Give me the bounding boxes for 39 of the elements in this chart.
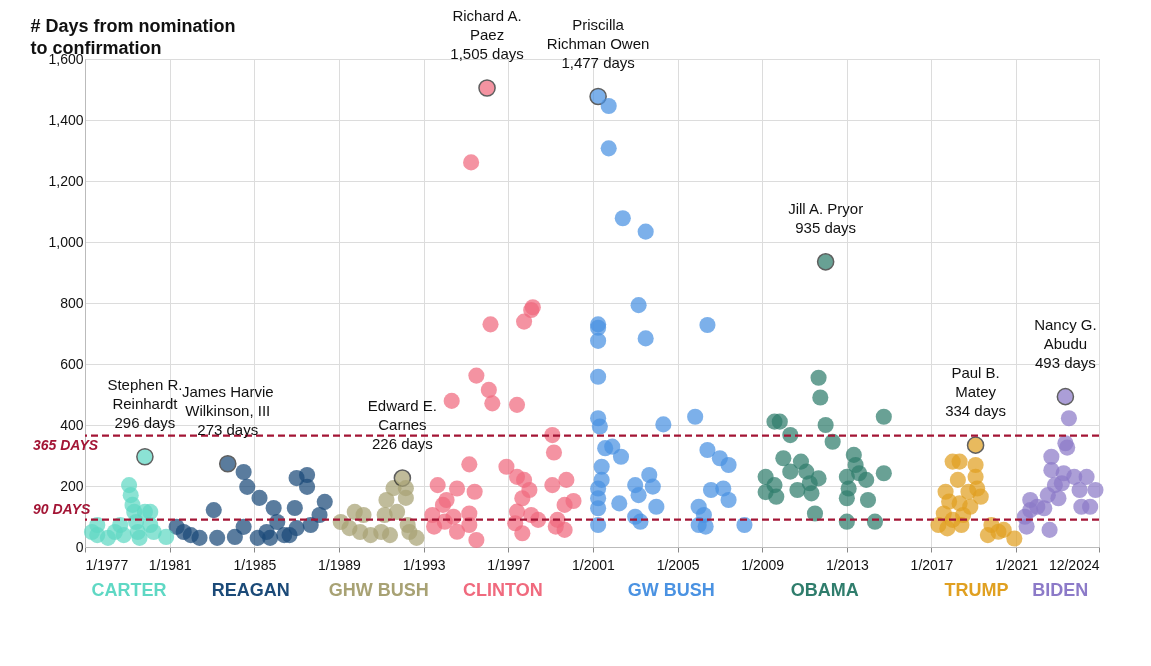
x-tick-label: 1/1989 <box>318 556 362 573</box>
y-tick-label: 0 <box>75 538 84 555</box>
x-tick-label: 12/2024 <box>1048 556 1100 573</box>
x-tick-label: 1/2013 <box>825 556 869 573</box>
ref-line-label: 365 DAYS <box>33 436 99 453</box>
annotation: Paul B. Matey 334 days <box>945 364 1007 420</box>
annotation: Jill A. Pryor 935 days <box>788 199 864 236</box>
x-tick-label: 1/2017 <box>910 556 954 573</box>
series-label: TRUMP <box>944 580 1009 600</box>
annotation: Priscilla Richman Owen 1,477 days <box>546 15 650 71</box>
text: OBAMA <box>790 580 859 600</box>
x-tick-label: 1/2005 <box>656 556 700 573</box>
y-tick-label: 1,400 <box>48 111 84 128</box>
x-tick-label: 1/1981 <box>148 556 192 573</box>
series-label: CLINTON <box>463 580 543 600</box>
y-tick-label: 1,200 <box>48 172 84 189</box>
x-tick-label: 1/2009 <box>741 556 785 573</box>
x-tick-label: 1/1993 <box>402 556 446 573</box>
x-tick-label: 1/1985 <box>233 556 277 573</box>
series-label: GHW BUSH <box>328 580 429 600</box>
x-tick-label: 1/1977 <box>85 556 129 573</box>
y-tick-label: 200 <box>60 477 84 494</box>
y-tick-label: 800 <box>60 294 84 311</box>
text: BIDEN <box>1032 580 1089 600</box>
series-label: REAGAN <box>211 580 290 600</box>
y-tick-label: 1,000 <box>48 233 84 250</box>
series-label: CARTER <box>91 580 167 600</box>
x-tick-label: 1/2021 <box>995 556 1039 573</box>
y-tick-label: 600 <box>60 355 84 372</box>
annotation: Edward E. Carnes 226 days <box>367 397 437 453</box>
annotation: Stephen R. Reinhardt 296 days <box>107 375 183 431</box>
x-tick-label: 1/1997 <box>487 556 531 573</box>
y-tick-label: 400 <box>60 416 84 433</box>
annotation: Richard A. Paez 1,505 days <box>450 6 524 62</box>
annotation: Nancy G. Abudu 493 days <box>1034 315 1097 371</box>
annotation: James Harvie Wilkinson, III 273 days <box>181 382 274 438</box>
ref-line-label: 90 DAYS <box>33 500 91 517</box>
text: GW BUSH <box>627 580 715 600</box>
x-tick-label: 1/2001 <box>571 556 616 573</box>
